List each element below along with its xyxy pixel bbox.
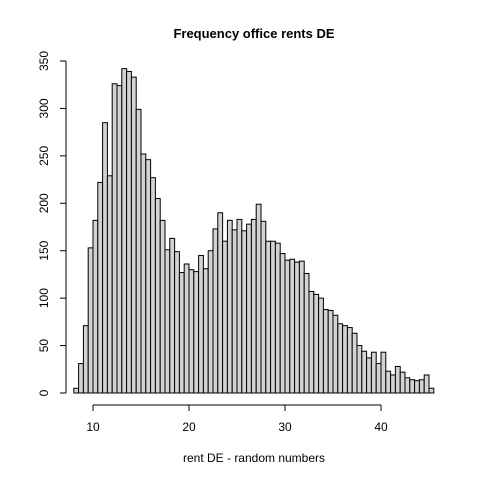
x-tick-label: 30 <box>278 420 292 434</box>
histogram-bar <box>154 198 161 394</box>
histogram-bar <box>342 325 348 394</box>
histogram-bar <box>409 379 416 394</box>
histogram-bar <box>284 259 291 394</box>
histogram-bar <box>87 247 94 394</box>
histogram-bar <box>265 240 272 394</box>
histogram-bar <box>303 272 310 394</box>
histogram-bar <box>380 351 387 394</box>
histogram-bar <box>322 309 329 394</box>
histogram-bar <box>130 76 137 394</box>
histogram-bar <box>279 253 286 394</box>
histogram-bar <box>126 70 132 394</box>
histogram-bar <box>394 365 401 394</box>
x-tick-label: 40 <box>374 420 388 434</box>
y-axis: 0 50 100 150 200 250 300 350 <box>37 51 67 396</box>
histogram-bar <box>404 377 411 394</box>
histogram-bar <box>212 228 219 394</box>
histogram-bar <box>217 212 224 394</box>
histogram-bar <box>366 357 372 394</box>
histogram-bar <box>289 258 296 394</box>
histogram-bar <box>145 159 152 394</box>
histogram-bar <box>140 153 147 394</box>
histogram-bar <box>111 83 118 394</box>
histogram-bar <box>370 351 377 394</box>
histogram-bar <box>308 291 315 394</box>
x-axis-label: rent DE - random numbers <box>183 451 325 465</box>
histogram-bar <box>241 230 248 394</box>
y-tick-label: 100 <box>37 288 51 308</box>
histogram-bar <box>135 108 142 394</box>
histogram-bar <box>159 219 166 394</box>
histogram-bar <box>390 374 396 394</box>
histogram-bar <box>270 240 276 394</box>
histogram-bar <box>399 371 406 394</box>
histogram-bar <box>298 260 305 394</box>
histogram-bar <box>202 268 209 394</box>
histogram-bar <box>385 370 392 394</box>
histogram-bar <box>97 181 104 394</box>
histogram-bar <box>174 251 180 394</box>
y-tick-label: 300 <box>37 98 51 118</box>
histogram-bar <box>106 175 113 394</box>
histogram-bar <box>236 218 243 394</box>
histogram-bar <box>294 261 300 394</box>
histogram-bar <box>260 220 267 394</box>
y-tick-label: 150 <box>37 240 51 260</box>
histogram-bar <box>207 250 214 394</box>
histogram-bar <box>92 219 99 394</box>
histogram-bar <box>361 350 368 394</box>
histogram-bar <box>82 325 89 394</box>
histogram-bar <box>274 242 281 394</box>
bars-group <box>73 68 435 394</box>
histogram-bar <box>313 293 320 394</box>
histogram-bar <box>327 309 334 394</box>
x-tick-label: 10 <box>86 420 100 434</box>
histogram-bar <box>250 218 257 394</box>
histogram-bar <box>150 177 156 394</box>
histogram-bar <box>193 271 200 394</box>
histogram-bar <box>332 314 339 394</box>
histogram-bar <box>222 240 228 394</box>
histogram-bar <box>255 203 262 394</box>
histogram-bar <box>198 254 204 394</box>
histogram-bar <box>231 229 238 394</box>
histogram-bar <box>169 237 176 394</box>
histogram-bar <box>351 332 358 394</box>
histogram-bar <box>116 85 123 394</box>
histogram-bar <box>183 263 190 394</box>
histogram-bar <box>318 297 324 394</box>
y-tick-label: 350 <box>37 51 51 71</box>
x-tick-label: 20 <box>182 420 196 434</box>
histogram-bar <box>418 379 425 394</box>
y-tick-label: 50 <box>37 339 51 353</box>
histogram-bar <box>375 363 382 394</box>
histogram-bar <box>246 223 252 394</box>
histogram-bar <box>346 327 353 394</box>
histogram-bar <box>337 323 344 394</box>
histogram-bar <box>428 387 435 394</box>
histogram-bar <box>121 68 128 394</box>
x-axis: 10 20 30 40 <box>86 404 388 434</box>
histogram-bar <box>102 122 108 394</box>
y-tick-label: 200 <box>37 193 51 213</box>
histogram-bar <box>73 387 80 394</box>
histogram-bar <box>356 345 363 394</box>
histogram-bar <box>78 363 84 394</box>
chart-title: Frequency office rents DE <box>173 26 334 41</box>
histogram-bar <box>414 380 420 394</box>
histogram-bar <box>164 249 171 394</box>
y-tick-label: 250 <box>37 146 51 166</box>
histogram-bar <box>188 269 195 394</box>
histogram-bar <box>226 219 233 394</box>
histogram-bar <box>178 272 185 394</box>
histogram-bar <box>423 374 430 394</box>
y-tick-label: 0 <box>37 389 51 396</box>
